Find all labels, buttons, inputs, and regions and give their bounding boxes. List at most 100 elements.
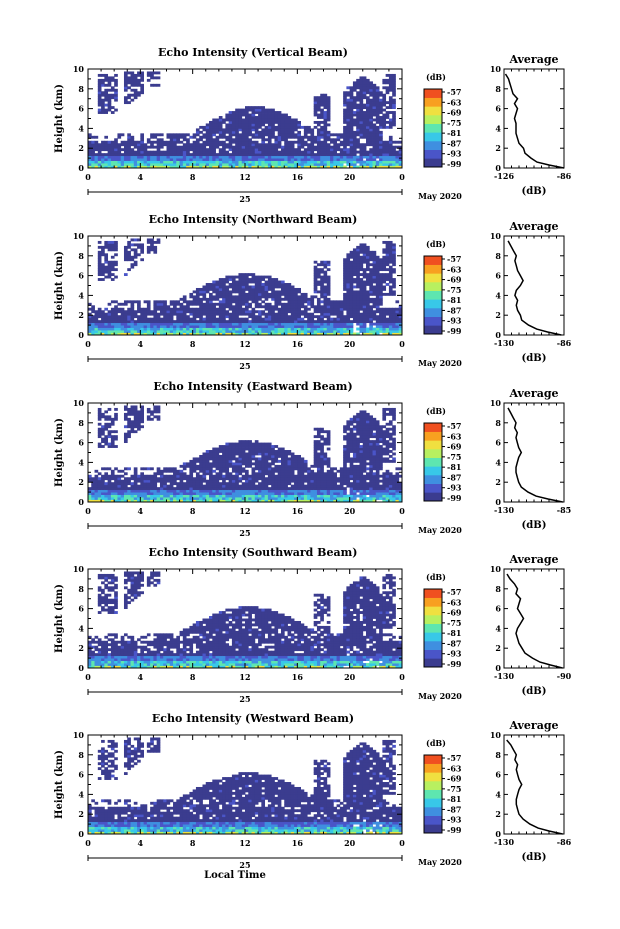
- echo-cell: [150, 160, 154, 164]
- echo-cell: [352, 297, 357, 301]
- echo-cell: [107, 320, 112, 324]
- echo-cell: [388, 280, 393, 284]
- echo-cell: [238, 273, 243, 277]
- echo-cell: [385, 116, 390, 119]
- echo-cell: [173, 153, 177, 157]
- echo-cell: [359, 118, 364, 122]
- echo-cell: [303, 305, 308, 309]
- echo-cell: [150, 240, 154, 244]
- echo-cell: [130, 494, 135, 498]
- echo-cell: [117, 320, 122, 324]
- echo-cell: [330, 155, 334, 159]
- echo-cell: [238, 116, 243, 119]
- echo-cell: [362, 83, 367, 87]
- echo-cell: [264, 275, 269, 279]
- echo-cell: [205, 450, 210, 453]
- echo-cell: [133, 248, 138, 252]
- echo-cell: [156, 330, 161, 333]
- echo-cell: [101, 153, 105, 157]
- echo-cell: [248, 327, 252, 331]
- echo-cell: [316, 135, 321, 139]
- echo-cell: [258, 163, 262, 166]
- echo-cell: [195, 459, 200, 463]
- echo-cell: [143, 479, 148, 483]
- echo-cell: [182, 325, 187, 328]
- echo-cell: [375, 88, 380, 92]
- echo-cell: [156, 410, 161, 414]
- echo-cell: [333, 133, 337, 137]
- echo-cell: [97, 153, 102, 157]
- echo-cell: [130, 248, 135, 252]
- echo-cell: [346, 258, 351, 262]
- echo-cell: [133, 482, 138, 486]
- echo-cell: [195, 160, 200, 164]
- echo-cell: [110, 472, 115, 476]
- echo-cell: [379, 98, 383, 102]
- echo-cell: [195, 290, 200, 294]
- echo-cell: [251, 287, 256, 291]
- echo-cell: [313, 163, 318, 166]
- echo-cell: [123, 153, 128, 157]
- echo-cell: [209, 494, 213, 498]
- echo-cell: [127, 487, 131, 491]
- echo-cell: [320, 130, 324, 134]
- echo-cell: [388, 310, 393, 314]
- echo-cell: [195, 479, 200, 483]
- echo-cell: [212, 492, 216, 495]
- echo-cell: [173, 150, 177, 154]
- echo-cell: [97, 497, 102, 500]
- echo-cell: [352, 158, 357, 161]
- echo-cell: [212, 290, 216, 294]
- echo-cell: [343, 307, 347, 311]
- echo-cell: [143, 492, 148, 495]
- echo-cell: [290, 160, 295, 164]
- echo-cell: [248, 153, 252, 157]
- echo-cell: [300, 153, 305, 157]
- echo-cell: [195, 474, 200, 478]
- echo-cell: [303, 135, 308, 139]
- echo-cell: [336, 305, 341, 309]
- echo-cell: [287, 285, 292, 289]
- x-tick-label: 16: [292, 172, 304, 182]
- echo-cell: [280, 325, 285, 328]
- echo-cell: [120, 494, 125, 498]
- echo-cell: [330, 150, 334, 154]
- echo-cell: [159, 487, 164, 491]
- echo-cell: [346, 253, 351, 257]
- echo-cell: [215, 290, 220, 294]
- echo-cell: [346, 268, 351, 272]
- echo-cell: [343, 158, 347, 161]
- echo-cell: [215, 322, 220, 326]
- echo-cell: [202, 128, 207, 132]
- echo-cell: [349, 263, 354, 267]
- echo-cell: [280, 285, 285, 289]
- echo-cell: [205, 315, 210, 319]
- echo-cell: [261, 108, 266, 112]
- echo-cell: [300, 325, 305, 328]
- echo-cell: [333, 332, 337, 336]
- echo-cell: [307, 317, 311, 321]
- echo-cell: [202, 477, 207, 481]
- echo-cell: [146, 327, 151, 331]
- echo-cell: [186, 322, 190, 326]
- echo-cell: [173, 472, 177, 476]
- echo-cell: [123, 412, 128, 416]
- echo-cell: [307, 125, 311, 129]
- echo-cell: [388, 317, 393, 321]
- echo-cell: [303, 312, 308, 316]
- echo-cell: [388, 253, 393, 257]
- echo-cell: [192, 477, 197, 481]
- echo-cell: [104, 165, 109, 169]
- echo-cell: [140, 484, 144, 488]
- echo-cell: [150, 238, 154, 242]
- echo-cell: [388, 240, 393, 244]
- echo-cell: [290, 285, 295, 289]
- echo-cell: [192, 492, 197, 495]
- echo-cell: [137, 484, 141, 488]
- echo-cell: [241, 457, 246, 461]
- colorbar: (dB)-57-63-69-75-81-87-93-99: [423, 239, 462, 336]
- echo-cell: [163, 163, 167, 166]
- echo-cell: [303, 320, 308, 324]
- echo-cell: [228, 148, 233, 152]
- echo-cell: [166, 332, 171, 336]
